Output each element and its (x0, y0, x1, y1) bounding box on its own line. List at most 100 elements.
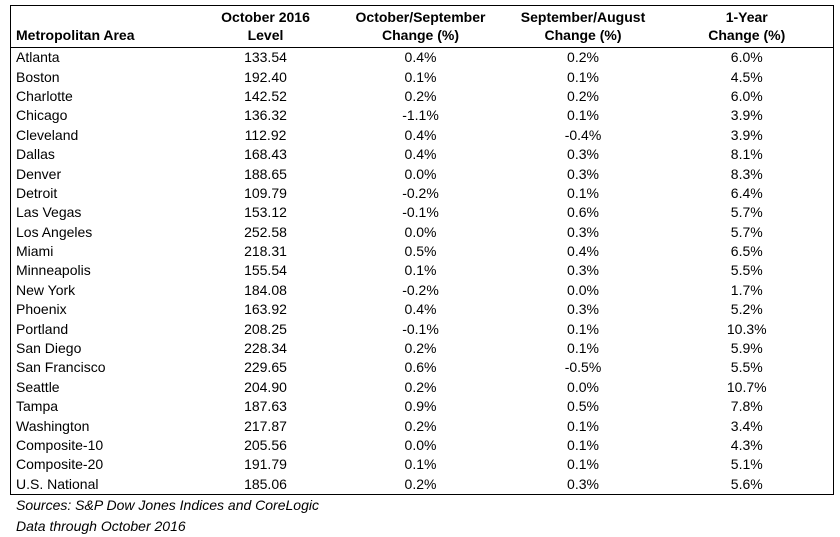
one-year-change-cell: 8.3% (730, 165, 763, 182)
sep-aug-change-cell: 0.1% (567, 456, 599, 473)
level-cell: 187.63 (244, 398, 287, 415)
oct-sep-change-cell: 0.1% (404, 262, 437, 279)
sep-aug-change-cell: -0.4% (564, 126, 602, 143)
table-row: Cleveland 112.92 0.4% -0.4% 3.9% (11, 126, 834, 145)
level-cell: 153.12 (244, 204, 287, 221)
data-through-note: Data through October 2016 (16, 518, 186, 534)
level-cell: 218.31 (244, 243, 287, 260)
one-year-change-cell: 5.7% (730, 223, 763, 240)
table-row: Denver 188.65 0.0% 0.3% 8.3% (11, 164, 834, 183)
oct-sep-change-cell: -0.2% (402, 184, 439, 201)
oct-sep-change-cell: 0.0% (404, 165, 437, 182)
oct-sep-change-cell: 0.2% (404, 417, 437, 434)
one-year-change-cell: 5.7% (730, 204, 763, 221)
metro-area-cell: Dallas (16, 146, 55, 163)
level-cell: 184.08 (244, 281, 287, 298)
oct-sep-change-cell: 0.4% (404, 49, 437, 66)
level-cell: 205.56 (244, 437, 287, 453)
level-cell: 217.87 (244, 417, 287, 434)
one-year-change-cell: 3.4% (730, 417, 763, 434)
level-cell: 191.79 (244, 456, 287, 473)
one-year-change-cell: 3.9% (730, 107, 763, 124)
metro-area-cell: Washington (16, 417, 90, 434)
metro-area-cell: U.S. National (16, 475, 99, 492)
level-cell: 188.65 (244, 165, 287, 182)
level-cell: 142.52 (244, 87, 287, 104)
level-cell: 155.54 (244, 262, 287, 279)
column-header-metro-area: Metropolitan Area (16, 27, 135, 43)
oct-sep-change-cell: -0.2% (402, 281, 439, 298)
sep-aug-change-cell: 0.6% (567, 204, 599, 221)
metro-area-cell: Las Vegas (16, 204, 82, 221)
one-year-change-cell: 8.1% (730, 146, 763, 163)
one-year-change-cell: 10.7% (726, 378, 767, 395)
metro-area-cell: New York (16, 281, 76, 298)
oct-sep-change-cell: 0.9% (404, 398, 437, 415)
oct-sep-change-cell: 0.0% (404, 437, 437, 453)
one-year-change-cell: 5.1% (730, 456, 763, 473)
column-header-1yr-change: 1-Year Change (%) (708, 9, 786, 43)
oct-sep-change-cell: 0.4% (404, 126, 437, 143)
table-row: New York 184.08 -0.2% 0.0% 1.7% (11, 281, 834, 300)
table-row: Miami 218.31 0.5% 0.4% 6.5% (11, 242, 834, 261)
one-year-change-cell: 4.5% (730, 68, 763, 85)
table-row: Composite-20 191.79 0.1% 0.1% 5.1% (11, 455, 834, 474)
sep-aug-change-cell: 0.1% (567, 320, 599, 337)
oct-sep-change-cell: 0.0% (404, 223, 437, 240)
oct-sep-change-cell: 0.2% (404, 340, 437, 357)
oct-sep-change-cell: 0.1% (404, 456, 437, 473)
table-footnote: Sources: S&P Dow Jones Indices and CoreL… (16, 495, 319, 537)
metro-area-cell: Atlanta (16, 49, 60, 66)
sep-aug-change-cell: 0.3% (567, 262, 599, 279)
level-cell: 192.40 (244, 68, 287, 85)
table-body: Atlanta 133.54 0.4% 0.2% 6.0% Boston 192.40 0.1… (11, 48, 834, 495)
table-header: Metropolitan Area October 2016 Level Oct… (10, 6, 834, 48)
oct-sep-change-cell: -0.1% (402, 204, 439, 221)
table-row: Phoenix 163.92 0.4% 0.3% 5.2% (11, 300, 834, 319)
one-year-change-cell: 6.4% (730, 184, 763, 201)
sep-aug-change-cell: 0.5% (567, 398, 599, 415)
table-row: Portland 208.25 -0.1% 0.1% 10.3% (11, 319, 834, 338)
metro-area-cell: Los Angeles (16, 223, 93, 240)
table-row: Washington 217.87 0.2% 0.1% 3.4% (11, 416, 834, 435)
sep-aug-change-cell: 0.2% (567, 49, 599, 66)
table-row: Los Angeles 252.58 0.0% 0.3% 5.7% (11, 223, 834, 242)
oct-sep-change-cell: 0.6% (404, 359, 437, 376)
level-cell: 208.25 (244, 320, 287, 337)
metro-area-cell: Charlotte (16, 87, 73, 104)
sep-aug-change-cell: 0.1% (567, 68, 599, 85)
sep-aug-change-cell: 0.3% (567, 223, 599, 240)
table-row: Atlanta 133.54 0.4% 0.2% 6.0% (11, 48, 834, 68)
sep-aug-change-cell: 0.2% (567, 87, 599, 104)
one-year-change-cell: 5.5% (730, 359, 763, 376)
table-row: Dallas 168.43 0.4% 0.3% 8.1% (11, 145, 834, 164)
table-row: U.S. National 185.06 0.2% 0.3% 5.6% (11, 475, 834, 495)
oct-sep-change-cell: 0.2% (404, 87, 437, 104)
sep-aug-change-cell: 0.3% (567, 165, 599, 182)
oct-sep-change-cell: 0.4% (404, 146, 437, 163)
one-year-change-cell: 5.6% (730, 475, 763, 492)
sep-aug-change-cell: -0.5% (564, 359, 602, 376)
table-row: Tampa 187.63 0.9% 0.5% 7.8% (11, 397, 834, 416)
level-cell: 133.54 (244, 49, 287, 66)
oct-sep-change-cell: -0.1% (402, 320, 439, 337)
table-row: San Francisco 229.65 0.6% -0.5% 5.5% (11, 358, 834, 377)
one-year-change-cell: 5.5% (730, 262, 763, 279)
one-year-change-cell: 7.8% (730, 398, 763, 415)
table-row: Minneapolis 155.54 0.1% 0.3% 5.5% (11, 261, 834, 280)
table-row: Composite-10 205.56 0.0% 0.1% 4.3% (11, 436, 834, 455)
table-row: Charlotte 142.52 0.2% 0.2% 6.0% (11, 87, 834, 106)
one-year-change-cell: 6.5% (730, 243, 763, 260)
one-year-change-cell: 4.3% (730, 437, 763, 453)
table-row: Seattle 204.90 0.2% 0.0% 10.7% (11, 378, 834, 397)
one-year-change-cell: 10.3% (726, 320, 767, 337)
table-row: Boston 192.40 0.1% 0.1% 4.5% (11, 67, 834, 86)
sources-note: Sources: S&P Dow Jones Indices and CoreL… (16, 497, 319, 513)
metro-area-cell: Phoenix (16, 301, 67, 318)
metro-area-cell: Seattle (16, 378, 60, 395)
level-cell: 185.06 (244, 475, 287, 492)
level-cell: 109.79 (244, 184, 287, 201)
level-cell: 168.43 (244, 146, 287, 163)
metro-area-cell: Cleveland (16, 126, 79, 143)
home-price-table: Metropolitan Area October 2016 Level Oct… (10, 5, 834, 495)
